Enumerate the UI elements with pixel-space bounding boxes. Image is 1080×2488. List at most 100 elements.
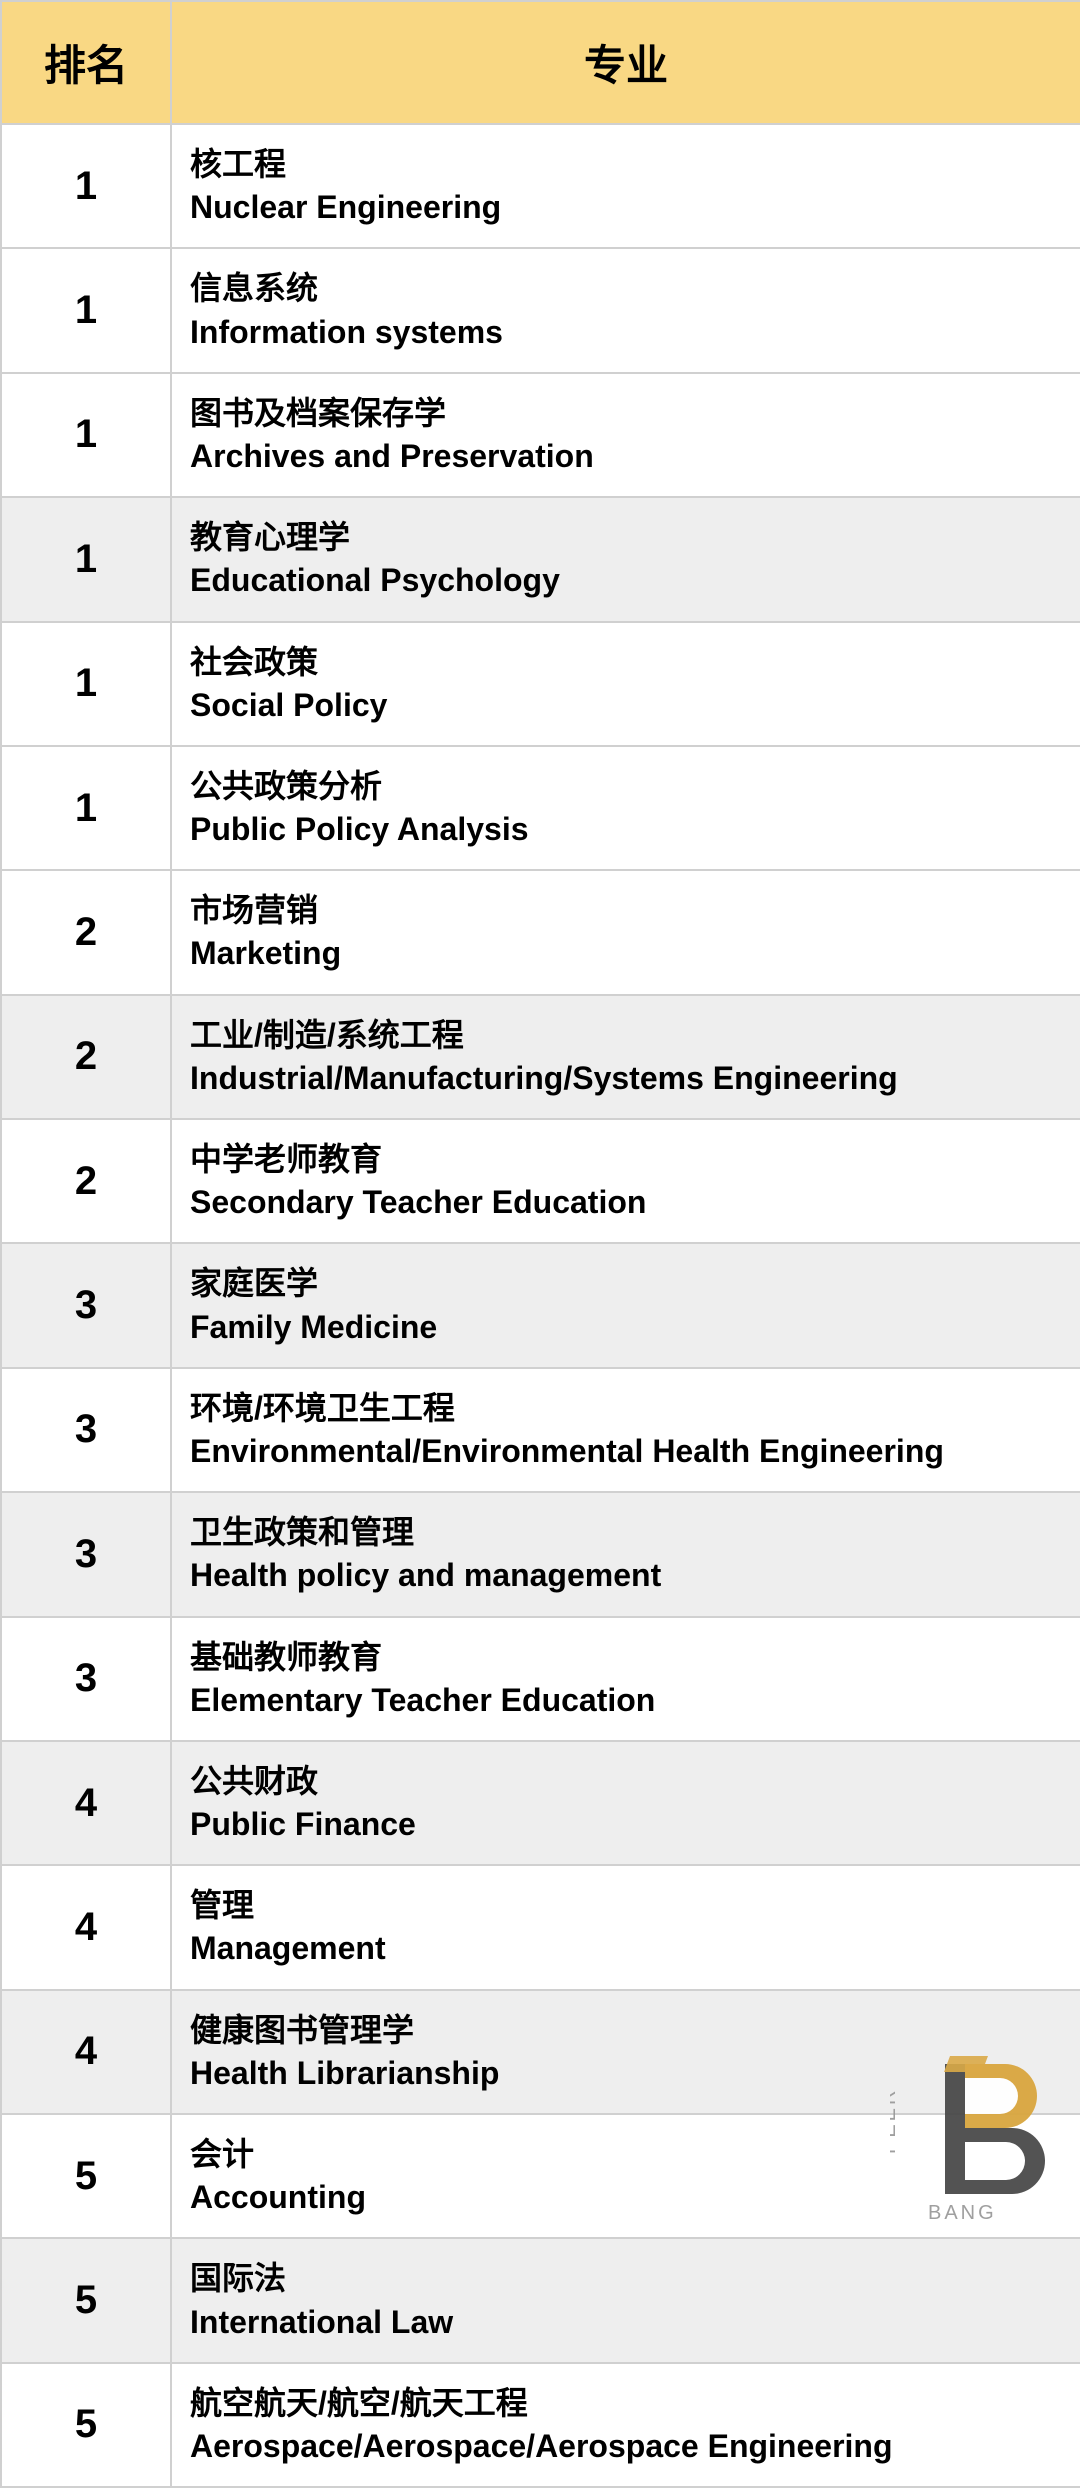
major-cell: 环境/环境卫生工程Environmental/Environmental Hea… [171,1368,1080,1492]
major-chinese: 会计 [190,2133,1062,2176]
table-row: 1社会政策Social Policy [1,622,1080,746]
rank-cell: 5 [1,2363,171,2487]
major-english: Aerospace/Aerospace/Aerospace Engineerin… [190,2425,1062,2468]
table-row: 5会计Accounting [1,2114,1080,2238]
rank-cell: 1 [1,622,171,746]
major-english: Health Librarianship [190,2052,1062,2095]
major-chinese: 航空航天/航空/航天工程 [190,2382,1062,2425]
major-chinese: 环境/环境卫生工程 [190,1387,1062,1430]
table-row: 2工业/制造/系统工程Industrial/Manufacturing/Syst… [1,995,1080,1119]
major-english: Social Policy [190,684,1062,727]
major-chinese: 核工程 [190,143,1062,186]
major-english: International Law [190,2301,1062,2344]
table-row: 5航空航天/航空/航天工程Aerospace/Aerospace/Aerospa… [1,2363,1080,2487]
rank-cell: 2 [1,1119,171,1243]
major-chinese: 卫生政策和管理 [190,1511,1062,1554]
table-row: 4公共财政Public Finance [1,1741,1080,1865]
table-row: 1核工程Nuclear Engineering [1,124,1080,248]
rank-cell: 2 [1,995,171,1119]
major-cell: 家庭医学Family Medicine [171,1243,1080,1367]
major-chinese: 市场营销 [190,889,1062,932]
major-chinese: 社会政策 [190,641,1062,684]
major-cell: 健康图书管理学Health Librarianship [171,1990,1080,2114]
rank-cell: 5 [1,2238,171,2362]
table-row: 1公共政策分析Public Policy Analysis [1,746,1080,870]
major-english: Secondary Teacher Education [190,1181,1062,1224]
rank-cell: 3 [1,1617,171,1741]
major-english: Family Medicine [190,1306,1062,1349]
table-body: 1核工程Nuclear Engineering1信息系统Information … [1,124,1080,2487]
major-english: Archives and Preservation [190,435,1062,478]
table-row: 2中学老师教育Secondary Teacher Education [1,1119,1080,1243]
major-cell: 教育心理学Educational Psychology [171,497,1080,621]
rank-cell: 3 [1,1492,171,1616]
major-cell: 图书及档案保存学Archives and Preservation [171,373,1080,497]
major-cell: 市场营销Marketing [171,870,1080,994]
major-english: Information systems [190,311,1062,354]
major-cell: 社会政策Social Policy [171,622,1080,746]
major-chinese: 国际法 [190,2257,1062,2300]
major-chinese: 教育心理学 [190,516,1062,559]
table-row: 1信息系统Information systems [1,248,1080,372]
table-row: 4健康图书管理学Health Librarianship [1,1990,1080,2114]
major-english: Elementary Teacher Education [190,1679,1062,1722]
major-cell: 航空航天/航空/航天工程Aerospace/Aerospace/Aerospac… [171,2363,1080,2487]
rank-cell: 3 [1,1243,171,1367]
major-cell: 中学老师教育Secondary Teacher Education [171,1119,1080,1243]
major-chinese: 工业/制造/系统工程 [190,1014,1062,1057]
table-row: 2市场营销Marketing [1,870,1080,994]
table-header-row: 排名 专业 [1,1,1080,124]
rank-cell: 4 [1,1741,171,1865]
major-cell: 公共财政Public Finance [171,1741,1080,1865]
major-chinese: 基础教师教育 [190,1636,1062,1679]
major-cell: 核工程Nuclear Engineering [171,124,1080,248]
major-chinese: 公共政策分析 [190,765,1062,808]
major-english: Management [190,1927,1062,1970]
major-english: Public Finance [190,1803,1062,1846]
rank-cell: 1 [1,248,171,372]
major-english: Environmental/Environmental Health Engin… [190,1430,1062,1473]
table-row: 1图书及档案保存学Archives and Preservation [1,373,1080,497]
major-chinese: 图书及档案保存学 [190,392,1062,435]
ranking-table: 排名 专业 1核工程Nuclear Engineering1信息系统Inform… [0,0,1080,2488]
major-chinese: 中学老师教育 [190,1138,1062,1181]
rank-cell: 3 [1,1368,171,1492]
rank-cell: 1 [1,373,171,497]
major-cell: 管理Management [171,1865,1080,1989]
major-chinese: 公共财政 [190,1760,1062,1803]
rank-cell: 1 [1,497,171,621]
major-cell: 国际法International Law [171,2238,1080,2362]
header-rank: 排名 [1,1,171,124]
table-row: 5国际法International Law [1,2238,1080,2362]
major-english: Marketing [190,932,1062,975]
rank-cell: 2 [1,870,171,994]
major-english: Nuclear Engineering [190,186,1062,229]
major-cell: 工业/制造/系统工程Industrial/Manufacturing/Syste… [171,995,1080,1119]
major-english: Accounting [190,2176,1062,2219]
table-row: 4管理Management [1,1865,1080,1989]
major-cell: 会计Accounting [171,2114,1080,2238]
header-major: 专业 [171,1,1080,124]
rank-cell: 4 [1,1990,171,2114]
major-english: Educational Psychology [190,559,1062,602]
major-english: Health policy and management [190,1554,1062,1597]
rank-cell: 1 [1,124,171,248]
major-cell: 基础教师教育Elementary Teacher Education [171,1617,1080,1741]
table-row: 3家庭医学Family Medicine [1,1243,1080,1367]
major-cell: 公共政策分析Public Policy Analysis [171,746,1080,870]
table-row: 3环境/环境卫生工程Environmental/Environmental He… [1,1368,1080,1492]
major-english: Industrial/Manufacturing/Systems Enginee… [190,1057,1062,1100]
table-row: 3卫生政策和管理Health policy and management [1,1492,1080,1616]
major-chinese: 家庭医学 [190,1262,1062,1305]
major-cell: 信息系统Information systems [171,248,1080,372]
table-row: 1教育心理学Educational Psychology [1,497,1080,621]
major-chinese: 管理 [190,1884,1062,1927]
major-english: Public Policy Analysis [190,808,1062,851]
table-row: 3基础教师教育Elementary Teacher Education [1,1617,1080,1741]
major-chinese: 信息系统 [190,267,1062,310]
major-chinese: 健康图书管理学 [190,2009,1062,2052]
rank-cell: 4 [1,1865,171,1989]
rank-cell: 1 [1,746,171,870]
rank-cell: 5 [1,2114,171,2238]
major-cell: 卫生政策和管理Health policy and management [171,1492,1080,1616]
